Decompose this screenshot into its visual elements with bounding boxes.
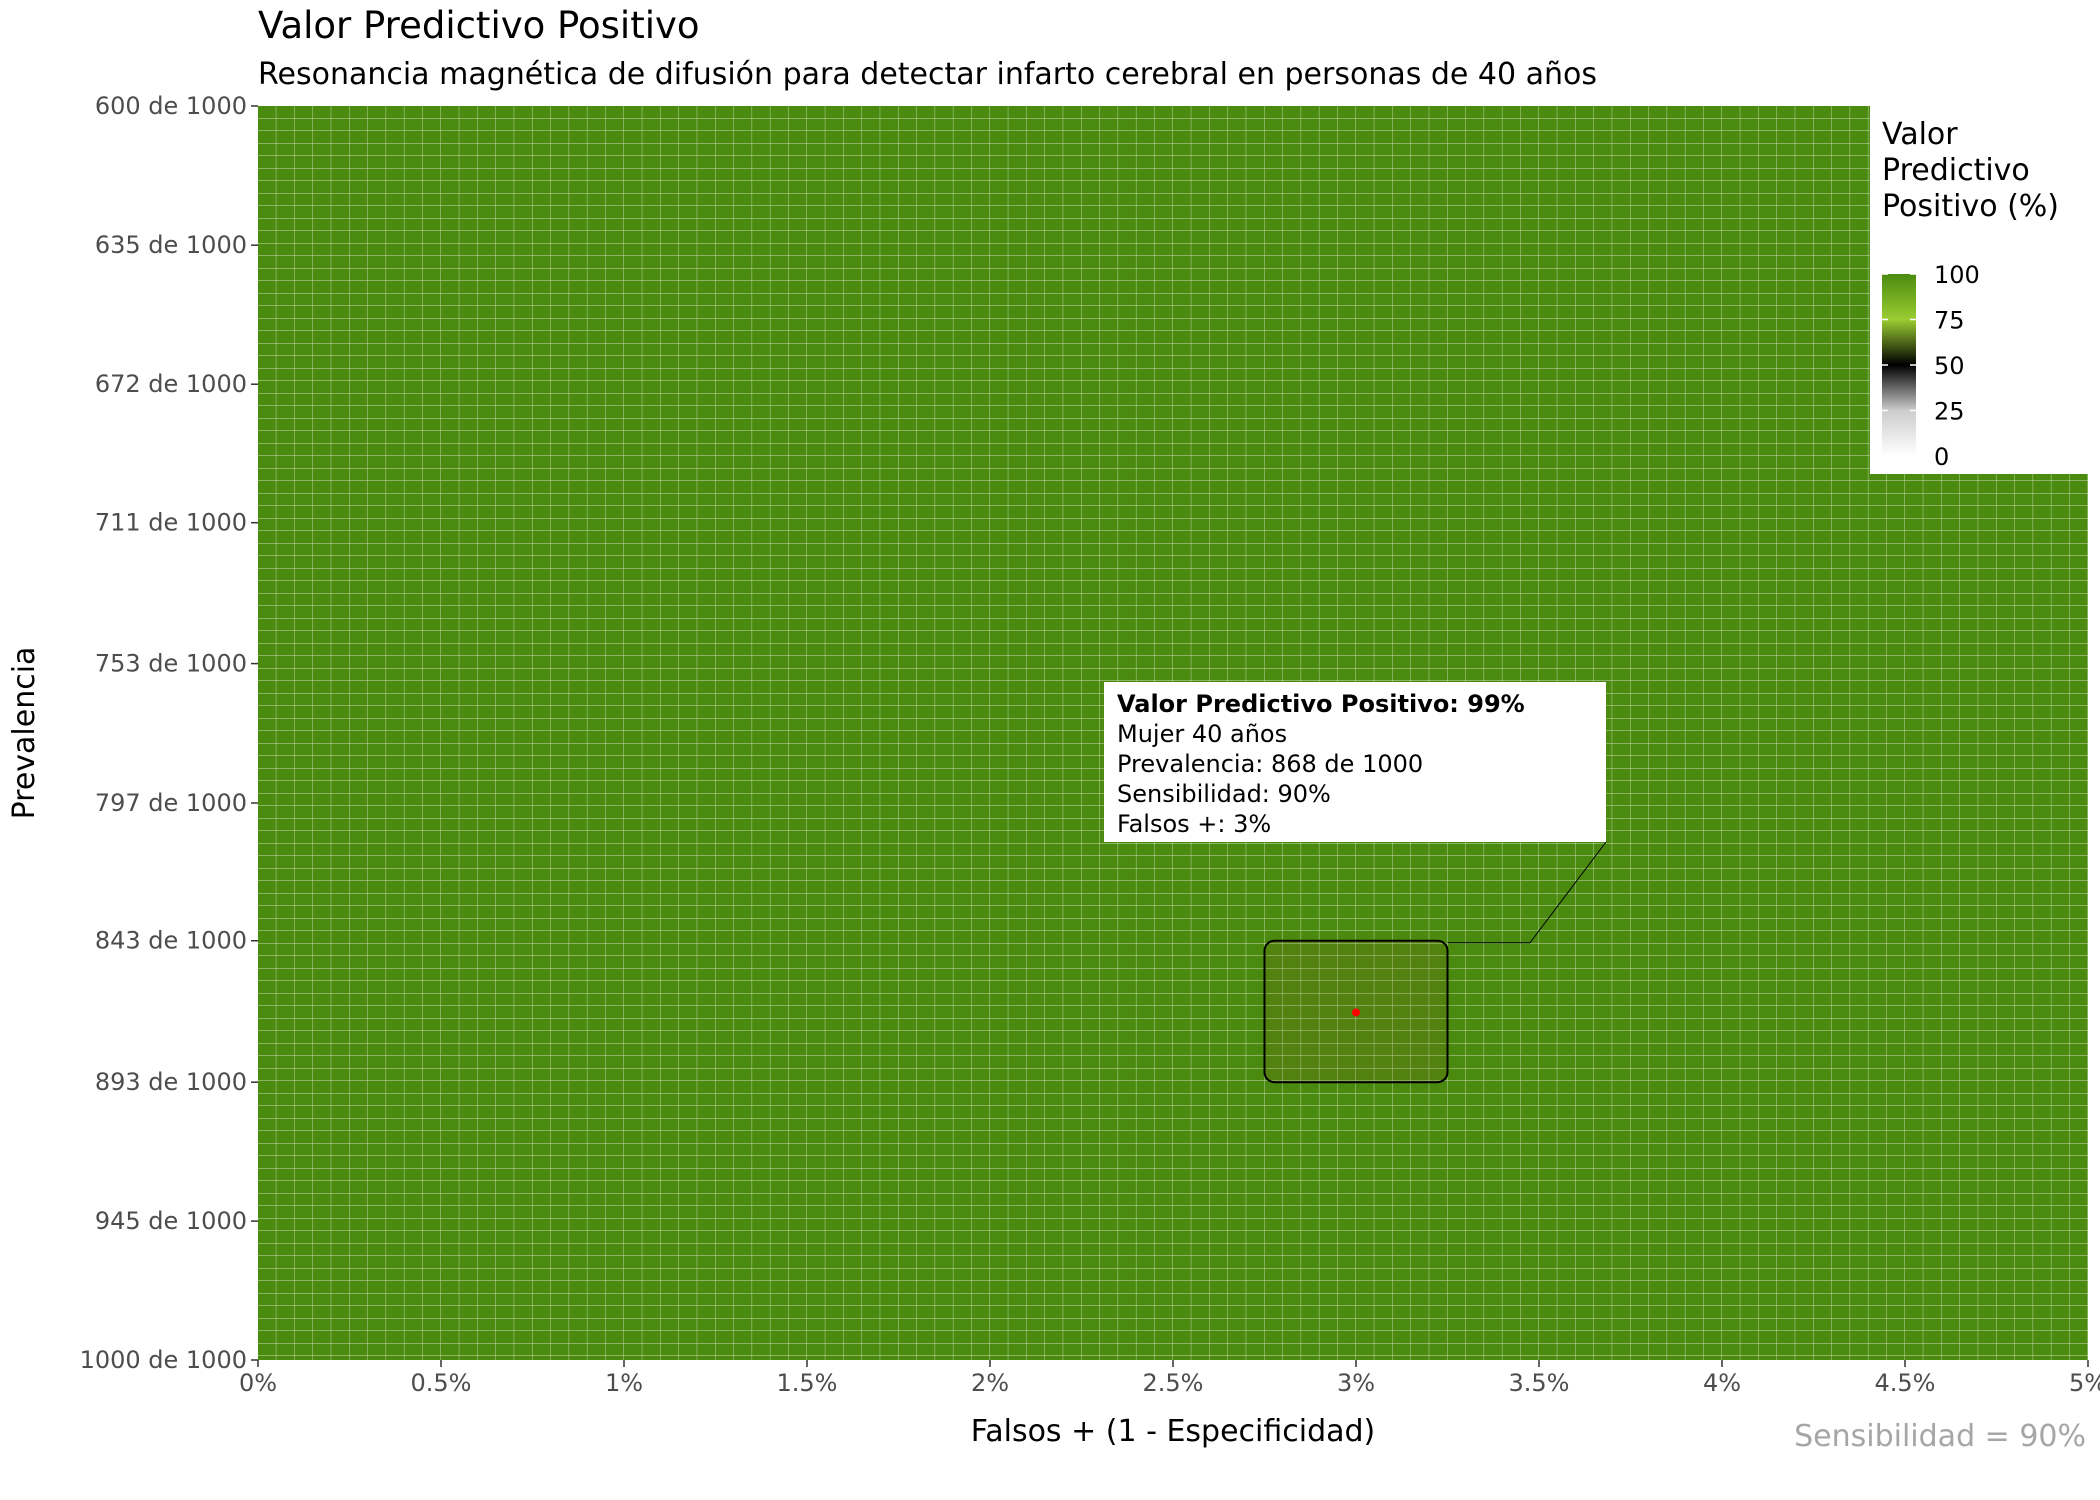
y-tick-label: 843 de 1000 [95, 927, 247, 955]
highlight-point [1352, 1008, 1360, 1017]
x-tick-label: 4% [1703, 1369, 1741, 1397]
x-tick-label: 2% [971, 1369, 1009, 1397]
x-tick-label: 5% [2069, 1369, 2100, 1397]
y-tick-label: 711 de 1000 [95, 509, 247, 537]
x-tick-label: 1% [605, 1369, 643, 1397]
annotation-title: Valor Predictivo Positivo: 99% [1117, 690, 1525, 718]
legend-tick-label: 100 [1934, 261, 1980, 289]
x-tick-label: 4.5% [1875, 1369, 1936, 1397]
annotation-box: Valor Predictivo Positivo: 99%Mujer 40 a… [1104, 682, 1606, 842]
annotation-leader-line [1447, 841, 1607, 944]
y-tick-label: 893 de 1000 [95, 1068, 247, 1096]
annotation-line: Sensibilidad: 90% [1117, 780, 1331, 808]
x-tick-label: 0% [239, 1369, 277, 1397]
annotation-line: Prevalencia: 868 de 1000 [1117, 750, 1423, 778]
annotation-line: Falsos +: 3% [1117, 810, 1271, 838]
x-tick-label: 0.5% [411, 1369, 472, 1397]
x-tick-label: 1.5% [777, 1369, 838, 1397]
legend-tick-label: 25 [1934, 398, 1965, 426]
x-tick-label: 3.5% [1509, 1369, 1570, 1397]
legend-tick-label: 50 [1934, 352, 1965, 380]
legend-tick-label: 0 [1934, 443, 1949, 471]
chart-caption: Sensibilidad = 90% [1794, 1419, 2086, 1454]
chart-subtitle: Resonancia magnética de difusión para de… [258, 57, 1597, 92]
y-tick-label: 672 de 1000 [95, 370, 247, 398]
highlight-group [1263, 841, 1607, 1084]
legend-ticks: 100 75 50 25 0 [1882, 261, 1980, 471]
annotation-lines: Valor Predictivo Positivo: 99%Mujer 40 a… [1117, 690, 1525, 838]
x-axis: 0% 0.5% 1% 1.5% 2% 2.5% 3% 3.5% 4% 4.5% 5% [239, 1360, 2100, 1397]
x-axis-title: Falsos + (1 - Especificidad) [971, 1414, 1376, 1449]
annotation-background [1104, 682, 1606, 842]
y-tick-label: 600 de 1000 [95, 92, 247, 120]
y-tick-label: 797 de 1000 [95, 789, 247, 817]
legend-title-line: Predictivo [1882, 153, 2030, 188]
annotation-line: Mujer 40 años [1117, 720, 1287, 748]
chart-title: Valor Predictivo Positivo [258, 4, 700, 47]
y-tick-label: 753 de 1000 [95, 650, 247, 678]
y-axis-title: Prevalencia [7, 647, 42, 820]
y-tick-label: 635 de 1000 [95, 231, 247, 259]
y-tick-label: 945 de 1000 [95, 1207, 247, 1235]
legend-title-line: Valor [1882, 117, 1958, 152]
y-axis: 600 de 1000 635 de 1000 672 de 1000 711 de … [80, 92, 258, 1374]
legend-title-line: Positivo (%) [1882, 189, 2059, 224]
y-tick-label: 1000 de 1000 [80, 1346, 247, 1374]
x-tick-label: 3% [1337, 1369, 1375, 1397]
legend-tick-label: 75 [1934, 307, 1965, 335]
x-tick-label: 2.5% [1143, 1369, 1204, 1397]
